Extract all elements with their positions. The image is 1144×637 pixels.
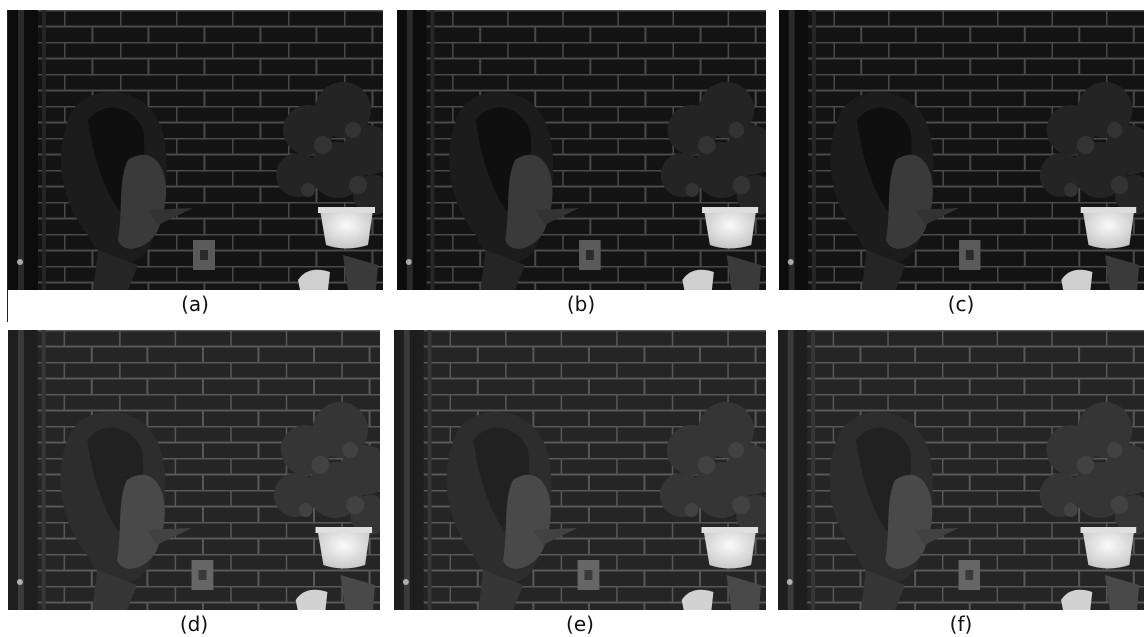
- image-panel: [394, 330, 766, 610]
- image-panel: [779, 10, 1144, 290]
- panel-caption: (e): [520, 612, 640, 636]
- image-panel: [778, 330, 1144, 610]
- panel-caption: (b): [521, 292, 641, 316]
- panel-caption: (d): [134, 612, 254, 636]
- panel-caption: (a): [135, 292, 255, 316]
- figure-page: (a) (b) (c) (d) (e) (f) (() => { const d…: [0, 0, 1144, 637]
- image-panel: [8, 10, 383, 290]
- image-panel: [397, 10, 766, 290]
- image-panel: [8, 330, 380, 610]
- panel-caption: (c): [901, 292, 1021, 316]
- panel-caption: (f): [901, 612, 1021, 636]
